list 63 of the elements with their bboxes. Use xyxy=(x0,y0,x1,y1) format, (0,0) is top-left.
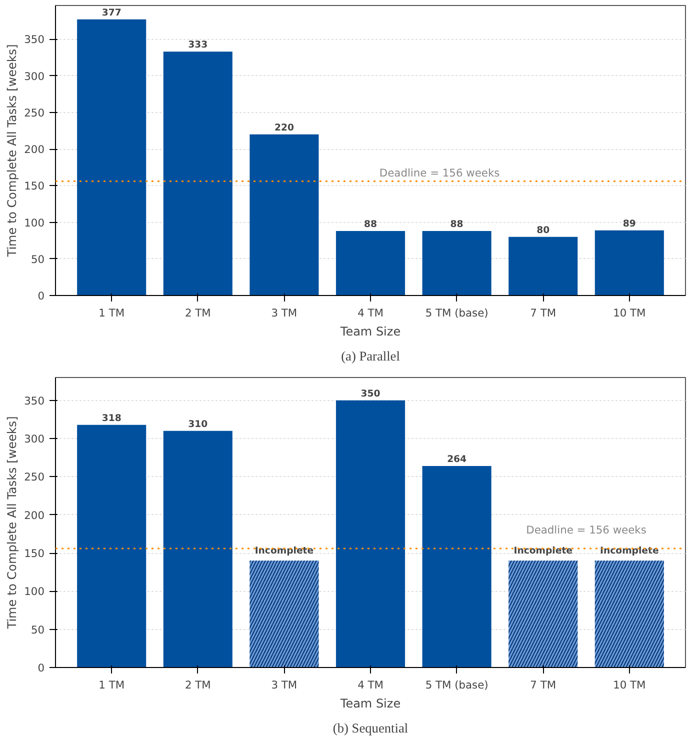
data-label: 220 xyxy=(274,122,294,134)
data-label: 88 xyxy=(450,219,464,230)
bar xyxy=(163,430,232,668)
x-tick-label: 7 TM xyxy=(530,306,556,320)
x-tick-label: 7 TM xyxy=(530,678,556,692)
bar xyxy=(336,231,406,296)
y-axis-title: Time to Complete All Tasks [weeks] xyxy=(5,44,20,258)
y-tick-label: 200 xyxy=(24,508,45,522)
data-label: 377 xyxy=(102,7,122,18)
y-tick-label: 200 xyxy=(24,143,45,156)
y-tick-label: 50 xyxy=(30,623,45,636)
bar xyxy=(422,231,492,296)
x-tick-label: 4 TM xyxy=(358,306,384,320)
y-tick-label: 100 xyxy=(24,585,45,598)
x-tick-label: 10 TM xyxy=(613,306,646,320)
ref-line-label: Deadline = 156 weeks xyxy=(526,523,647,536)
x-tick-label: 1 TM xyxy=(98,678,125,692)
bar xyxy=(508,236,578,296)
data-label: 318 xyxy=(102,412,122,424)
text: (a) Parallel xyxy=(341,348,400,364)
y-tick-label: 0 xyxy=(38,290,45,302)
x-tick-label: 2 TM xyxy=(184,678,211,692)
bar xyxy=(250,134,319,296)
y-tick-label: 250 xyxy=(24,106,45,120)
data-label: Incomplete xyxy=(600,546,659,557)
x-tick-label: 10 TM xyxy=(613,678,646,692)
x-tick-label: 3 TM xyxy=(271,678,298,692)
data-label: 264 xyxy=(447,454,468,466)
data-label: Incomplete xyxy=(254,546,314,557)
y-tick-label: 0 xyxy=(38,662,45,674)
data-label: 80 xyxy=(536,224,550,236)
data-label: 88 xyxy=(364,219,377,230)
x-tick-label: 1 TM xyxy=(98,306,125,320)
y-tick-label: 300 xyxy=(24,70,45,83)
bar xyxy=(163,52,232,296)
ref-line-label: Deadline = 156 weeks xyxy=(379,166,500,180)
bar xyxy=(594,230,664,296)
x-axis-title: Team Size xyxy=(339,324,401,338)
data-label: 350 xyxy=(360,388,381,400)
data-label: 333 xyxy=(188,40,208,51)
y-tick-label: 300 xyxy=(24,432,45,446)
bar xyxy=(422,466,492,668)
x-tick-label: 2 TM xyxy=(184,306,211,320)
y-tick-label: 250 xyxy=(24,470,45,484)
bar xyxy=(77,424,146,668)
text: (b) Sequential xyxy=(332,720,408,736)
y-tick-label: 350 xyxy=(24,394,45,408)
bar xyxy=(336,400,406,668)
data-label: Incomplete xyxy=(514,546,572,557)
bar xyxy=(77,19,146,296)
data-label: 310 xyxy=(188,418,208,430)
x-tick-label: 4 TM xyxy=(358,678,384,692)
x-axis-title: Team Size xyxy=(339,696,401,710)
y-tick-label: 150 xyxy=(24,547,45,560)
x-tick-label: 5 TM (base) xyxy=(425,678,488,692)
y-tick-label: 100 xyxy=(24,216,45,230)
y-tick-label: 50 xyxy=(30,252,45,266)
data-label: 89 xyxy=(622,218,636,230)
y-tick-label: 350 xyxy=(24,33,45,46)
y-tick-label: 150 xyxy=(24,180,45,193)
x-tick-label: 3 TM xyxy=(271,306,298,320)
x-tick-label: 5 TM (base) xyxy=(425,306,488,320)
y-axis-title: Time to Complete All Tasks [weeks] xyxy=(5,416,20,630)
